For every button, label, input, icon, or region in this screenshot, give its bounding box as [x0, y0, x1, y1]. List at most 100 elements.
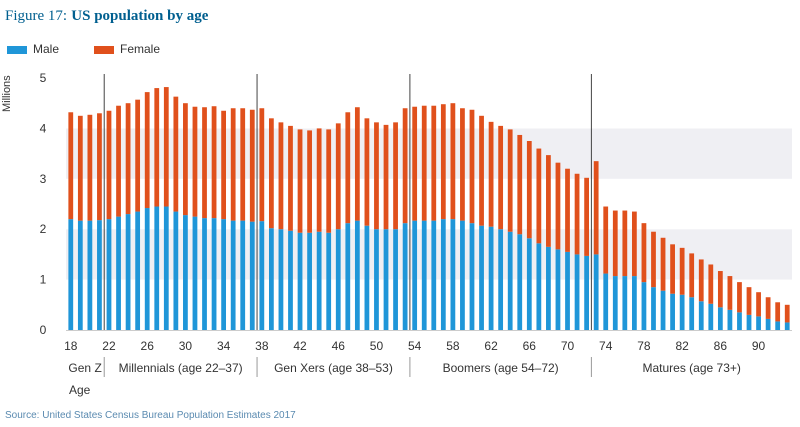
bar-female [354, 107, 360, 221]
x-tick-label: 54 [408, 339, 422, 353]
bar-male [660, 290, 666, 330]
bar-female [660, 237, 666, 291]
bar-female [498, 125, 504, 230]
bar-female [574, 173, 580, 255]
bar-male [450, 219, 456, 330]
bar-female [412, 106, 418, 221]
bar-male [144, 208, 150, 330]
bar-male [97, 220, 102, 330]
bar-female [259, 108, 265, 222]
legend-swatch-male [7, 45, 27, 54]
x-tick-label: 26 [141, 339, 155, 353]
bar-male [431, 220, 437, 330]
bar-male [240, 220, 246, 330]
bar-male [460, 220, 465, 330]
x-tick-label: 90 [752, 339, 766, 353]
bar-male [297, 232, 303, 330]
legend-swatch-female [94, 45, 114, 54]
bar-male [631, 276, 637, 330]
bar-male [555, 249, 561, 330]
generation-label: Gen Xers (age 38–53) [274, 361, 393, 375]
bar-male [383, 229, 389, 330]
bar-male [230, 220, 236, 330]
bar-male [154, 206, 160, 330]
bar-male [708, 303, 714, 330]
bar-male [221, 219, 227, 330]
bar-female [183, 103, 188, 216]
bar-male [603, 273, 609, 330]
bar-female [106, 110, 112, 220]
bar-male [393, 229, 398, 330]
bar-female [565, 168, 570, 252]
generation-label: Matures (age 73+) [643, 361, 741, 375]
bar-male [440, 219, 446, 330]
bar-male [670, 293, 675, 330]
bar-male [517, 234, 523, 330]
bar-male [651, 287, 656, 330]
bar-female [526, 141, 532, 239]
bar-female [192, 106, 198, 217]
legend-label-female: Female [120, 42, 161, 56]
bar-male [689, 297, 695, 330]
y-tick-label: 2 [40, 222, 47, 236]
source-note: Source: United States Census Bureau Popu… [5, 410, 296, 421]
bar-male [498, 229, 504, 330]
bar-male [268, 228, 274, 330]
bar-male [125, 214, 131, 330]
bar-female [507, 129, 513, 232]
bar-female [307, 130, 312, 233]
bar-female [116, 105, 121, 217]
bar-male [641, 282, 647, 330]
bar-male [259, 221, 265, 330]
bar-male [421, 220, 427, 330]
figure-number: Figure 17: [5, 8, 68, 24]
bar-female [374, 122, 379, 230]
bar-male [288, 230, 293, 330]
legend-item-male: Male [7, 42, 59, 56]
bar-male [77, 220, 83, 330]
bar-male [612, 276, 618, 330]
generation-label: Boomers (age 54–72) [443, 361, 559, 375]
bar-female [402, 108, 408, 224]
x-tick-label: 38 [255, 339, 269, 353]
bar-male [68, 219, 74, 330]
x-tick-label: 58 [446, 339, 460, 353]
bar-male [469, 223, 475, 330]
bar-female [546, 155, 551, 247]
bar-female [584, 177, 590, 256]
bar-female [603, 206, 609, 274]
generation-label: Gen Z [68, 361, 101, 375]
bar-female [717, 271, 723, 308]
bar-male [756, 316, 761, 330]
bar-male [345, 223, 351, 330]
bar-female [268, 118, 274, 229]
bar-female [173, 96, 179, 212]
bar-female [230, 108, 236, 221]
y-tick-label: 3 [40, 172, 47, 186]
bar-female [383, 124, 389, 230]
bar-female [364, 118, 370, 226]
bar-male [679, 294, 685, 330]
bar-female [756, 292, 761, 317]
bar-male [211, 218, 217, 330]
bar-female [393, 122, 398, 230]
bar-female [460, 108, 465, 221]
legend-label-male: Male [33, 42, 60, 56]
bar-male [183, 215, 188, 330]
bar-male [402, 223, 408, 330]
bar-female [240, 108, 246, 221]
x-tick-label: 82 [675, 339, 689, 353]
bar-male [727, 309, 733, 330]
y-tick-label: 1 [40, 273, 47, 287]
bar-male [163, 206, 169, 330]
y-tick-label: 0 [40, 323, 47, 337]
bar-female [211, 106, 217, 219]
x-tick-label: 74 [599, 339, 613, 353]
bar-female [345, 112, 351, 224]
bar-male [546, 246, 551, 330]
x-tick-label: 18 [64, 339, 78, 353]
bar-male [698, 301, 704, 330]
bar-female [765, 297, 771, 319]
bar-male [584, 255, 590, 330]
bar-male [746, 314, 752, 330]
